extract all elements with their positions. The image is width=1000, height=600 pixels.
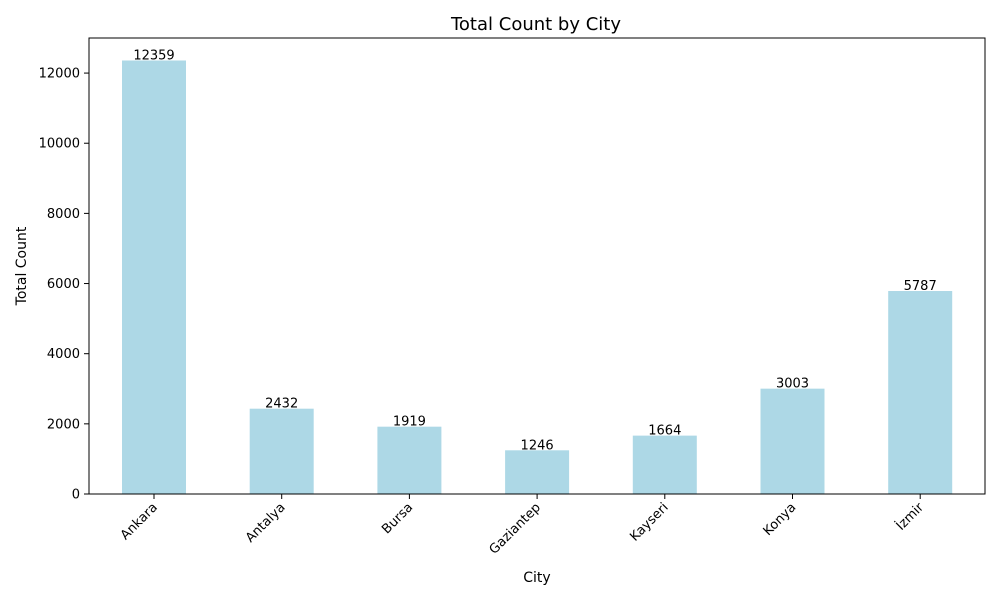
x-axis-ticks: Ankara Antalya Bursa Gaziantep Kayseri Konya İ…: [118, 494, 928, 558]
y-tick-label: 6000: [47, 277, 80, 292]
y-tick-label: 2000: [47, 417, 80, 432]
data-labels-group: 12359 2432 1919 1246 1664 3003 5787: [133, 48, 936, 453]
y-axis-label: Total Count: [14, 226, 30, 306]
bar-bursa: [377, 426, 442, 494]
bar-gaziantep: [505, 450, 570, 494]
data-label-i̇zmir: 5787: [904, 279, 937, 294]
x-tick-label: Gaziantep: [487, 500, 544, 557]
x-axis-label: City: [523, 570, 550, 586]
chart-title: Total Count by City: [450, 14, 621, 35]
bar-i̇zmir: [888, 291, 953, 494]
bars-group: [122, 60, 953, 494]
data-label-kayseri: 1664: [648, 424, 681, 439]
x-tick-label: Bursa: [379, 500, 416, 537]
data-label-gaziantep: 1246: [521, 438, 554, 453]
y-tick-label: 4000: [47, 347, 80, 362]
x-tick-label: Konya: [761, 500, 800, 539]
x-tick-label: Kayseri: [627, 500, 671, 544]
data-label-antalya: 2432: [265, 397, 298, 412]
y-axis-ticks: 0 2000 4000 6000 8000 10000 12000: [39, 67, 89, 503]
data-label-ankara: 12359: [133, 48, 174, 63]
bar-konya: [760, 388, 825, 494]
y-tick-label: 8000: [47, 207, 80, 222]
data-label-konya: 3003: [776, 377, 809, 392]
x-tick-label: Antalya: [243, 500, 289, 546]
y-tick-label: 0: [72, 488, 80, 503]
bar-kayseri: [632, 435, 697, 494]
bar-antalya: [249, 408, 314, 494]
y-tick-label: 12000: [39, 67, 80, 82]
plot-frame: [88, 37, 986, 495]
x-tick-label: Ankara: [118, 500, 161, 543]
y-tick-label: 10000: [39, 137, 80, 152]
x-tick-label: İzmir: [893, 499, 928, 534]
data-label-bursa: 1919: [393, 415, 426, 430]
bar-ankara: [122, 60, 186, 494]
